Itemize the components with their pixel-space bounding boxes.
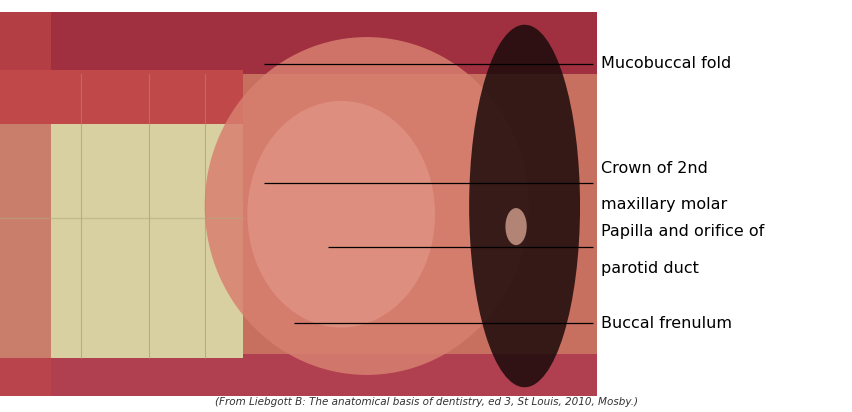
Text: parotid duct: parotid duct — [601, 261, 699, 276]
Ellipse shape — [469, 25, 579, 387]
Text: Papilla and orifice of: Papilla and orifice of — [601, 225, 763, 239]
Ellipse shape — [247, 101, 435, 328]
Text: maxillary molar: maxillary molar — [601, 197, 727, 212]
Ellipse shape — [204, 37, 528, 375]
Text: (From Liebgott B: The anatomical basis of dentistry, ed 3, St Louis, 2010, Mosby: (From Liebgott B: The anatomical basis o… — [215, 397, 637, 407]
FancyBboxPatch shape — [0, 12, 596, 74]
Ellipse shape — [504, 208, 527, 245]
Text: Crown of 2nd: Crown of 2nd — [601, 161, 707, 176]
FancyBboxPatch shape — [0, 70, 243, 124]
Text: Buccal frenulum: Buccal frenulum — [601, 316, 732, 331]
FancyBboxPatch shape — [0, 12, 596, 396]
FancyBboxPatch shape — [0, 74, 243, 358]
Text: Mucobuccal fold: Mucobuccal fold — [601, 56, 731, 71]
FancyBboxPatch shape — [0, 354, 596, 396]
FancyBboxPatch shape — [0, 12, 51, 396]
